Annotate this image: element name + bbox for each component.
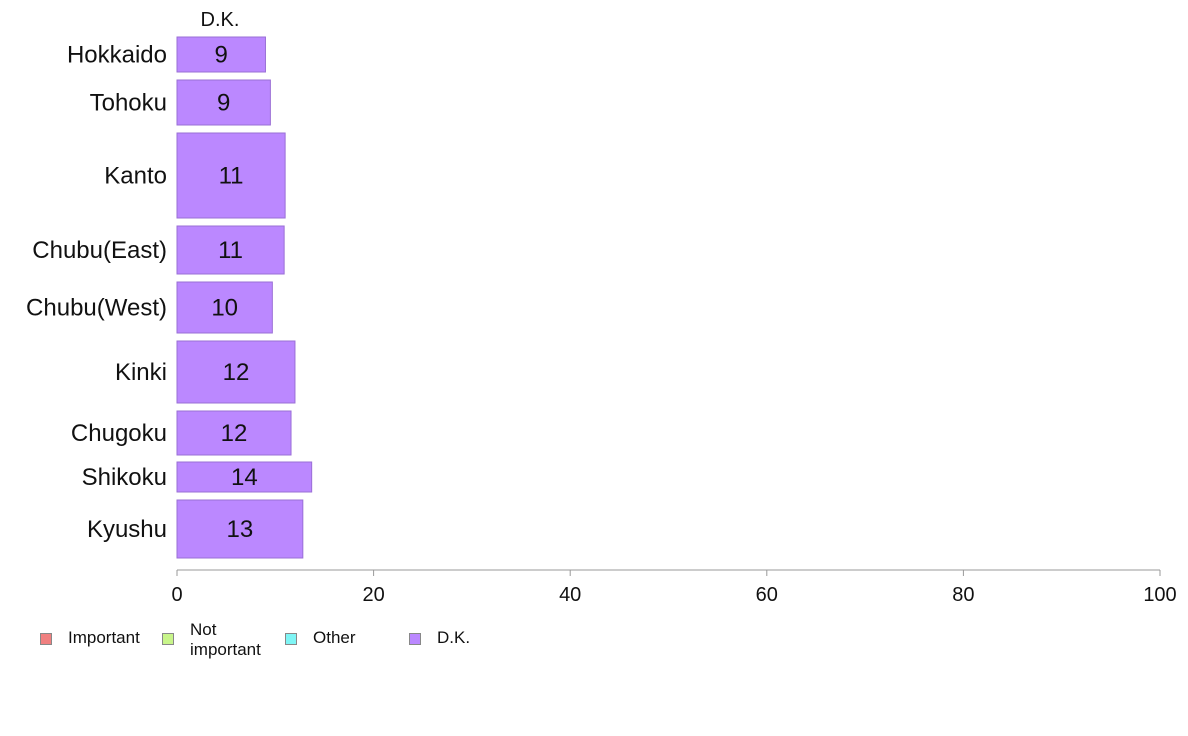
category-label: Tohoku [90,90,167,117]
legend-label-other: Other [313,628,356,647]
bar-value-label: 9 [217,90,230,117]
legend-swatch-important [40,633,52,645]
bar-value-label: 13 [227,516,254,543]
bar [176,225,285,275]
category-label: Chugoku [71,420,167,447]
legend-item-other: Other [285,620,356,648]
bars-group: Hokkaido 9 Tohoku 9 Kanto 11 Chubu(East) 11 Chub… [26,36,313,559]
x-tick-label: 80 [952,584,974,606]
category-label: Chubu(East) [32,237,167,264]
legend-label-dk: D.K. [437,628,471,647]
x-tick-label: 40 [559,584,581,606]
bar [176,340,296,404]
legend-swatch-not-important [162,633,174,645]
x-tick-label: 60 [756,584,778,606]
legend-item-important: Important [40,620,140,648]
column-header: D.K. [201,9,240,31]
legend-swatch-dk [409,633,421,645]
bar [176,79,271,126]
category-label: Kyushu [87,516,167,543]
category-label: Chubu(West) [26,295,167,322]
legend-label-not-important: Not important [190,620,261,659]
bar [176,461,313,493]
legend: Important Not important Other D.K. [40,620,1140,670]
bar [176,499,304,559]
bar-value-label: 12 [221,420,248,447]
bar-value-label: 12 [223,359,250,386]
bar-value-label: 10 [211,295,238,322]
legend-label-important: Important [68,628,140,647]
x-tick-label: 100 [1143,584,1176,606]
x-tick-label: 20 [362,584,384,606]
bar-value-label: 14 [231,464,258,491]
legend-swatch-other [285,633,297,645]
bar [176,36,266,73]
bar-value-label: 11 [218,237,243,264]
bar-value-label: 9 [215,42,228,69]
bar [176,281,273,334]
bar-value-label: 11 [219,163,244,190]
category-label: Hokkaido [67,42,167,69]
x-axis: 0 20 40 60 80 100 [171,569,1177,606]
legend-item-not-important: Not important [162,620,270,660]
bar [176,410,292,456]
category-label: Shikoku [82,464,167,491]
category-label: Kinki [115,359,167,386]
x-tick-label: 0 [171,584,182,606]
bar [176,132,286,219]
category-label: Kanto [104,163,167,190]
legend-item-dk: D.K. [409,620,470,648]
